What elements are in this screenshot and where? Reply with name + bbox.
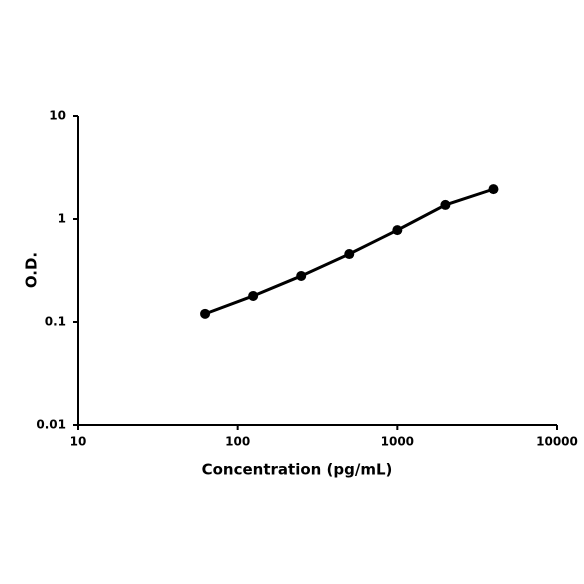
point [296,270,307,281]
point [344,249,355,260]
point [488,184,499,195]
point [200,308,211,319]
x-axis-title: Concentration (pg/mL) [202,461,393,479]
y-axis-title: O.D. [23,252,41,288]
y-tick-label: 1 [58,212,66,226]
point [248,290,259,301]
point [440,199,451,210]
y-tick-label: 0.1 [45,315,66,329]
y-tick-label: 10 [49,109,66,123]
x-tick-label: 1000 [381,435,414,449]
x-tick-label: 100 [225,435,250,449]
y-tick-label: 0.01 [36,418,66,432]
point [392,225,403,236]
x-tick-label: 10000 [536,435,578,449]
x-tick-label: 10 [70,435,87,449]
